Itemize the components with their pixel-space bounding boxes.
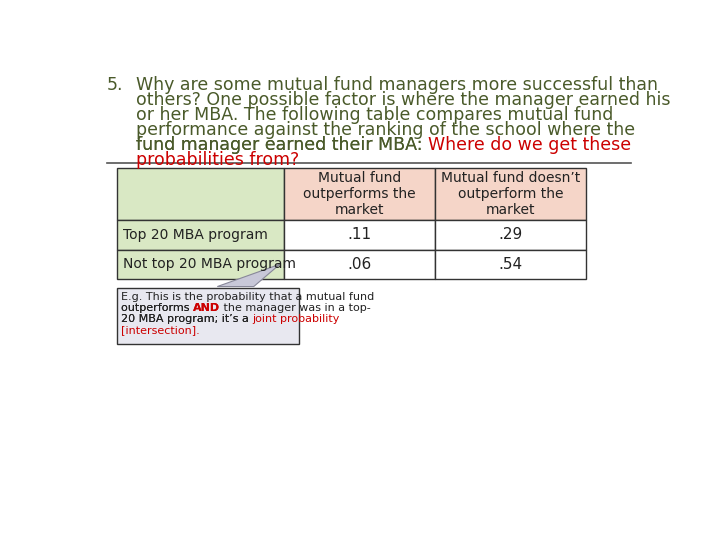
Text: fund manager earned their MBA:: fund manager earned their MBA: xyxy=(137,137,428,154)
Text: joint probability: joint probability xyxy=(253,314,340,325)
Text: the manager was in a top-: the manager was in a top- xyxy=(220,303,371,313)
Text: or her MBA. The following table compares mutual fund: or her MBA. The following table compares… xyxy=(137,106,614,124)
Text: 20 MBA program; it’s a: 20 MBA program; it’s a xyxy=(121,314,253,325)
Text: Not top 20 MBA program: Not top 20 MBA program xyxy=(123,257,297,271)
Text: performance against the ranking of the school where the: performance against the ranking of the s… xyxy=(137,122,636,139)
Text: .29: .29 xyxy=(498,227,523,242)
Bar xyxy=(117,220,284,249)
Bar xyxy=(284,168,435,220)
Text: AND: AND xyxy=(193,303,220,313)
Bar xyxy=(435,220,586,249)
Bar xyxy=(117,288,300,343)
Bar xyxy=(284,249,435,279)
Bar xyxy=(117,249,284,279)
Bar xyxy=(435,168,586,220)
Text: E.g. This is the probability that a mutual fund: E.g. This is the probability that a mutu… xyxy=(121,292,374,302)
Text: Why are some mutual fund managers more successful than: Why are some mutual fund managers more s… xyxy=(137,76,659,94)
Text: Mutual fund
outperforms the
market: Mutual fund outperforms the market xyxy=(303,171,415,218)
Text: 20 MBA program; it’s a: 20 MBA program; it’s a xyxy=(121,314,253,325)
Text: fund manager earned their MBA:: fund manager earned their MBA: xyxy=(137,137,428,154)
Text: AND: AND xyxy=(193,303,220,313)
Text: .54: .54 xyxy=(498,256,523,272)
Bar xyxy=(284,220,435,249)
Text: .11: .11 xyxy=(347,227,372,242)
Bar xyxy=(435,249,586,279)
Polygon shape xyxy=(217,264,280,287)
Text: others? One possible factor is where the manager earned his: others? One possible factor is where the… xyxy=(137,91,671,110)
Text: .06: .06 xyxy=(347,256,372,272)
Text: Mutual fund doesn’t
outperform the
market: Mutual fund doesn’t outperform the marke… xyxy=(441,171,580,218)
Text: Top 20 MBA program: Top 20 MBA program xyxy=(123,228,268,242)
Text: Where do we get these: Where do we get these xyxy=(428,137,631,154)
Text: probabilities from?: probabilities from? xyxy=(137,151,300,170)
Text: 5.: 5. xyxy=(107,76,124,94)
Bar xyxy=(117,168,284,220)
Text: outperforms: outperforms xyxy=(121,303,193,313)
Text: outperforms: outperforms xyxy=(121,303,193,313)
Text: [intersection].: [intersection]. xyxy=(121,326,199,335)
